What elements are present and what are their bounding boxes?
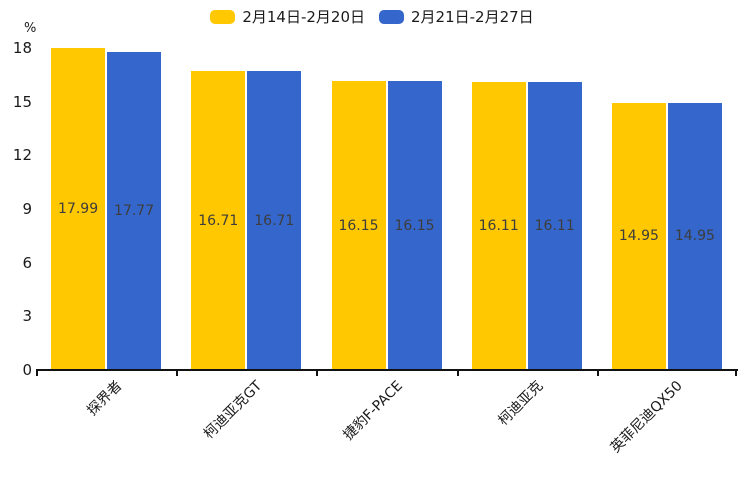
x-axis-tick	[735, 371, 737, 376]
y-tick-label: 15	[12, 92, 32, 111]
plot-area: 17.99 17.77 16.71 16.71 16.15 16.15 16.11 16.11…	[36, 48, 737, 370]
x-axis-category-label: 探界者	[84, 378, 126, 420]
legend-item-series1: 2月14日-2月20日	[210, 6, 365, 27]
bar-series2: 17.77	[107, 52, 162, 370]
x-axis-line	[36, 369, 738, 371]
y-tick-label: 3	[22, 307, 32, 326]
bar-value-label: 16.71	[198, 212, 239, 229]
bar-series1: 16.15	[331, 81, 386, 370]
bar-series1: 16.11	[471, 81, 526, 370]
legend-item-series2: 2月21日-2月27日	[379, 6, 534, 27]
bar-value-label: 14.95	[674, 228, 715, 245]
legend-swatch-icon	[210, 9, 236, 24]
x-axis-tick	[596, 371, 599, 376]
legend-label: 2月14日-2月20日	[242, 8, 365, 26]
bar-series2: 16.15	[387, 81, 442, 370]
bar-series1: 14.95	[611, 102, 666, 370]
x-axis-category-label: 英菲尼迪QX50	[608, 378, 687, 457]
bar-series2: 16.11	[527, 81, 582, 370]
bar-value-label: 17.77	[114, 203, 155, 220]
bar-series1: 17.99	[51, 48, 106, 370]
bar-value-label: 16.11	[534, 217, 575, 234]
bar-value-label: 16.15	[394, 217, 435, 234]
x-axis-tick	[456, 371, 459, 376]
y-tick-label: 18	[12, 39, 32, 57]
x-axis-category-label: 捷豹F-PACE	[340, 378, 406, 444]
y-axis-unit-label: %	[24, 21, 37, 36]
x-axis-tick	[176, 371, 179, 376]
bar-value-label: 16.15	[338, 217, 379, 234]
legend-swatch-icon	[379, 9, 404, 24]
y-tick-label: 6	[22, 253, 32, 272]
y-tick-label: 0	[22, 361, 32, 379]
bar-series2: 14.95	[667, 102, 722, 370]
y-tick-label: 9	[22, 200, 32, 218]
bar-value-label: 16.71	[254, 212, 295, 229]
bar-value-label: 14.95	[618, 228, 659, 245]
bar-value-label: 17.99	[58, 201, 99, 218]
x-axis-tick	[36, 371, 38, 376]
bar-value-label: 16.11	[478, 217, 519, 234]
bar-series1: 16.71	[191, 71, 246, 370]
y-tick-label: 12	[12, 146, 32, 165]
legend-label: 2月21日-2月27日	[411, 8, 534, 26]
x-axis-category-label: 柯迪亚克	[495, 378, 547, 429]
bar-series2: 16.71	[247, 71, 302, 370]
x-axis-category-label: 柯迪亚克GT	[201, 378, 266, 443]
chart-legend: 2月14日-2月20日 2月21日-2月27日	[0, 6, 744, 27]
x-axis-tick	[316, 371, 319, 376]
